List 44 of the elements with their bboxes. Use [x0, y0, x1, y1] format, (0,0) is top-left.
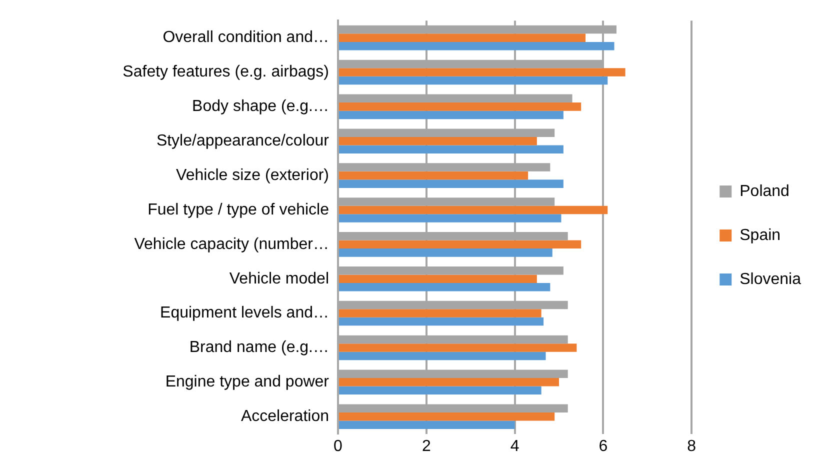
bar: [339, 42, 614, 50]
bar: [339, 412, 555, 421]
y-tick-label: Engine type and power: [165, 374, 330, 391]
x-tick-label: 0: [334, 438, 343, 455]
y-tick-label: Equipment levels and…: [160, 304, 329, 322]
bar: [339, 309, 542, 318]
y-tick-label: Vehicle model: [229, 270, 329, 288]
bar: [339, 171, 528, 180]
bar: [339, 344, 577, 352]
bar: [339, 352, 546, 360]
bar: [339, 68, 626, 76]
bar: [339, 317, 544, 326]
y-tick-label: Overall condition and…: [162, 29, 329, 46]
legend-label: Spain: [740, 226, 781, 244]
y-tick-label: Acceleration: [240, 408, 329, 425]
bar: [339, 420, 515, 429]
bar: [339, 282, 550, 292]
bar: [339, 378, 560, 386]
x-tick-label: 8: [687, 438, 696, 455]
y-tick-label: Vehicle capacity (number…: [134, 236, 329, 253]
y-tick-label: Brand name (e.g.…: [189, 339, 329, 356]
bar: [339, 214, 562, 222]
x-tick-label: 6: [598, 438, 608, 455]
y-tick-label: Style/appearance/colour: [156, 132, 330, 150]
bar: [339, 110, 564, 120]
bar: [339, 248, 552, 257]
bar: [339, 102, 582, 111]
bar: [339, 145, 564, 154]
bar: [339, 206, 608, 214]
bar: [339, 386, 542, 395]
bar: [339, 180, 564, 188]
x-tick-label: 4: [510, 438, 520, 455]
bar: [339, 274, 537, 283]
legend-label: Slovenia: [740, 270, 802, 288]
bar: [339, 240, 582, 249]
y-tick-label: Body shape (e.g.…: [192, 98, 329, 116]
bar: [339, 34, 586, 42]
y-tick-label: Safety features (e.g. airbags): [122, 64, 329, 81]
y-tick-label: Fuel type / type of vehicle: [148, 201, 330, 218]
x-tick-label: 2: [422, 438, 431, 455]
legend-label: Poland: [740, 182, 790, 200]
bar: [339, 136, 537, 146]
bar: [339, 76, 608, 85]
y-tick-label: Vehicle size (exterior): [176, 166, 329, 184]
